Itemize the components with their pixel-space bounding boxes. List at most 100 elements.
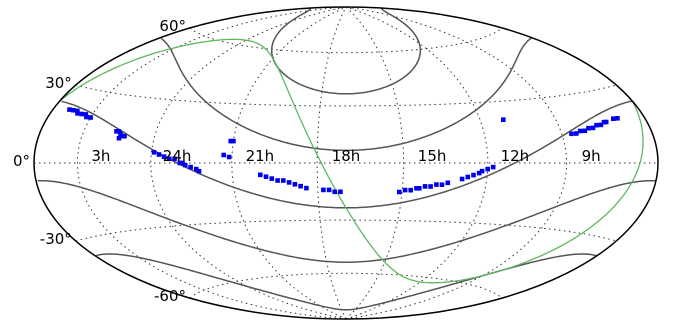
data-point <box>603 119 609 125</box>
data-point <box>292 182 298 187</box>
data-point <box>119 133 125 139</box>
data-point <box>114 129 119 134</box>
grid-meridian <box>345 6 489 320</box>
data-point <box>228 138 233 144</box>
data-point <box>84 114 89 120</box>
data-point <box>485 166 490 172</box>
data-point <box>167 156 172 162</box>
ecliptic-band-curve <box>37 179 173 222</box>
data-point <box>326 187 332 193</box>
data-point <box>79 111 84 117</box>
dec-tick-label: 30° <box>45 74 72 92</box>
data-point <box>476 170 482 176</box>
ra-tick-label: 24h <box>163 147 192 165</box>
data-point <box>221 152 226 158</box>
data-point <box>586 125 591 131</box>
ra-tick-label: 21h <box>246 147 275 165</box>
ecliptic-band-curve <box>212 37 533 152</box>
data-point <box>71 107 76 113</box>
data-point <box>490 164 496 170</box>
data-point <box>263 174 269 179</box>
data-point <box>258 172 263 178</box>
data-point <box>615 116 620 121</box>
dec-tick-label: 0° <box>13 152 30 170</box>
ecliptic-band-curve <box>270 8 312 64</box>
data-point <box>156 152 162 157</box>
dec-tick-label: -30° <box>40 230 72 248</box>
data-point <box>116 135 122 141</box>
galactic-plane-curve <box>60 38 353 219</box>
data-point <box>422 184 428 189</box>
ra-tick-label: 3h <box>91 147 110 165</box>
data-point <box>151 150 157 155</box>
ra-tick-label: 18h <box>332 147 361 165</box>
grid-meridian <box>76 6 347 320</box>
ecliptic-band-curve <box>96 253 199 274</box>
data-point <box>75 111 80 116</box>
grid-parallel <box>189 272 503 299</box>
data-point <box>281 178 286 183</box>
grid-layer <box>34 6 658 320</box>
data-point <box>67 107 72 112</box>
data-point <box>397 189 402 195</box>
grid-meridian <box>231 6 347 320</box>
ra-tick-label: 9h <box>582 147 601 165</box>
data-point <box>577 128 583 134</box>
grid-meridian <box>345 6 405 320</box>
data-point <box>402 187 408 193</box>
grid-parallel <box>75 219 617 242</box>
data-point <box>196 168 202 174</box>
data-point <box>231 138 236 144</box>
grid-parallel <box>75 84 617 107</box>
data-point <box>332 189 337 195</box>
data-point <box>180 160 185 166</box>
data-point <box>182 162 188 168</box>
data-point <box>569 131 574 137</box>
ra-tick-label: 15h <box>418 147 447 165</box>
ecliptic-band-curve <box>274 7 422 95</box>
data-point <box>598 122 604 128</box>
data-point <box>298 183 303 189</box>
data-point <box>434 182 439 187</box>
data-point <box>286 180 292 185</box>
data-point <box>417 186 422 191</box>
data-point <box>88 115 93 120</box>
grid-meridian <box>345 6 568 320</box>
data-point <box>479 168 485 174</box>
reference-curves-layer <box>37 7 657 311</box>
data-point <box>275 178 280 183</box>
sky-map-frame <box>33 6 659 320</box>
grid-meridian <box>150 6 347 320</box>
ecliptic-band-curve <box>160 37 214 109</box>
grid-parallel <box>189 27 503 54</box>
data-point <box>338 189 343 195</box>
ecliptic-band-curve <box>171 179 657 263</box>
ecliptic-band-curve <box>197 253 597 311</box>
dec-tick-label: -60° <box>154 287 186 305</box>
data-point <box>611 116 616 121</box>
data-point <box>304 185 309 191</box>
data-point <box>122 133 127 139</box>
data-point <box>188 164 193 170</box>
data-point <box>177 160 183 166</box>
dec-tick-label: 60° <box>159 17 186 35</box>
data-points-layer <box>67 107 620 195</box>
ecliptic-band-curve <box>176 100 633 209</box>
data-point <box>439 182 445 187</box>
data-point <box>445 180 451 186</box>
data-point <box>414 186 419 191</box>
data-point <box>465 174 471 180</box>
data-point <box>590 125 596 131</box>
galactic-plane-curve <box>351 102 644 284</box>
data-point <box>75 108 80 114</box>
data-point <box>116 129 122 134</box>
data-point <box>161 154 167 159</box>
data-point <box>574 131 579 136</box>
data-point <box>582 128 588 134</box>
data-point <box>428 184 433 189</box>
data-point <box>83 112 89 117</box>
data-point <box>459 176 465 182</box>
data-point <box>594 122 599 128</box>
